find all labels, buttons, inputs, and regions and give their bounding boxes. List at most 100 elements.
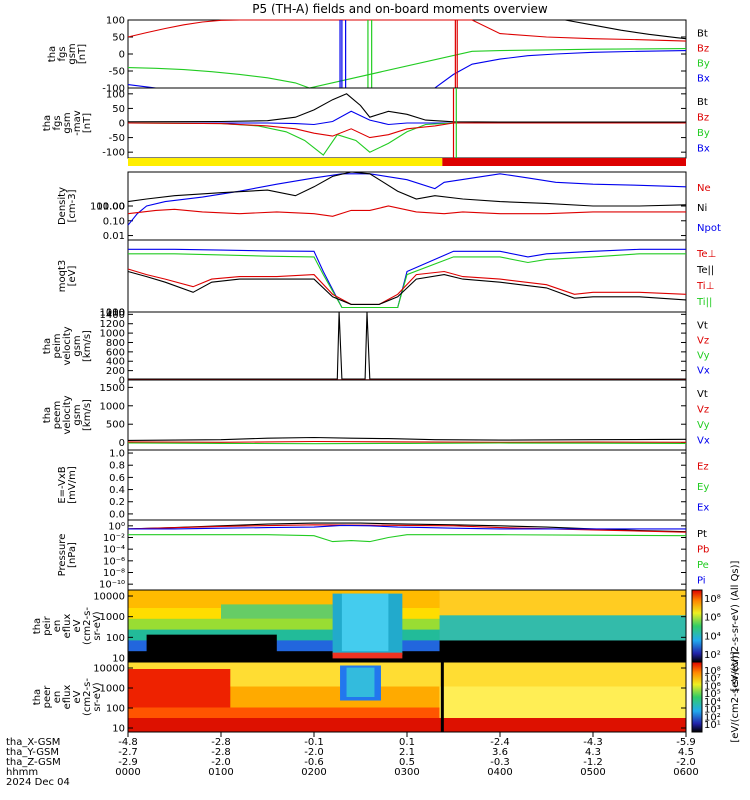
density-ytick-2: 1.00 [103, 202, 125, 213]
efield-frame [127, 449, 687, 521]
density-ytick-3: 0.10 [103, 216, 125, 227]
fgs-series-Bz [127, 19, 687, 42]
footer-value-3-0: 0000 [115, 767, 140, 778]
peim_vel-frame [127, 311, 687, 381]
efield-ylabel-1: [mV/m] [67, 466, 78, 504]
fgs_mav-ytick-1: 50 [112, 104, 125, 115]
pressure-ytick-5: 10⁻¹⁰ [99, 580, 125, 591]
footer-value-2-4: -0.3 [490, 757, 510, 768]
panel-fgs: 100 50 0 -50 -100 tha fgs gsm [nT] Bt Bz By Bx [47, 16, 710, 95]
temp-ytick-2: 10 [112, 308, 125, 319]
peir_eflux-colorbar [691, 589, 703, 663]
density-series-Npot [127, 173, 687, 226]
peir_eflux-ytick-1: 1000 [100, 612, 125, 623]
efield-ytick-4: 0.2 [109, 497, 125, 508]
fgs_mav-series-By [127, 122, 686, 156]
pressure-ylabel-1: [nPa] [67, 542, 78, 568]
density-ylabel-1: [cm-3] [67, 189, 78, 222]
peim_vel-ytick-2: 1000 [100, 329, 125, 340]
peem_vel-ylabel-0: tha [42, 407, 53, 423]
efield-ytick-5: 0.0 [109, 509, 125, 520]
peim_vel-legend-3: Vx [697, 366, 710, 377]
peir_eflux-cb-tick-1: 10⁶ [704, 613, 721, 624]
fgs_mav-ylabel-3: -mav [72, 110, 83, 135]
pressure-legend-2: Pe [697, 560, 709, 571]
footer-value-1-6: 4.5 [678, 747, 694, 758]
peir_eflux-cb-title: [eV/(cm2-s-sr-eV) (All Qs)] [730, 560, 741, 691]
efield-ytick-1: 0.8 [109, 461, 125, 472]
footer-value-0-4: -2.4 [490, 737, 510, 748]
peim_vel-legend-1: Vz [697, 336, 709, 347]
temp-ytick-0: 1000 [100, 308, 125, 319]
peir_eflux-ytick-0: 10000 [93, 592, 125, 603]
efield-legend-2: Ex [697, 503, 709, 514]
pressure-legend-3: Pi [697, 575, 706, 586]
fgs_mav-legend-0: Bt [697, 97, 708, 108]
peim_vel-legend-2: Vy [697, 351, 710, 362]
fgs-ytick-4: -100 [102, 84, 125, 95]
peir_eflux-ylabel-3: eflux [62, 614, 73, 639]
fgs_mav-legend-2: By [697, 128, 710, 139]
footer-value-1-4: 3.6 [492, 747, 508, 758]
peem_vel-ylabel-4: [km/s] [82, 399, 93, 431]
peem_vel-ytick-3: 0 [119, 438, 125, 449]
peir_eflux-ylabel-1: peir [42, 615, 53, 635]
peim_vel-ytick-4: 600 [106, 347, 125, 358]
footer-value-0-2: -0.1 [304, 737, 324, 748]
fgs_mav-ylabel-0: tha [42, 115, 53, 131]
efield-legend-0: Ez [697, 461, 709, 472]
peir_eflux-ylabel-4: eV [72, 619, 83, 632]
peir_eflux-ylabel-0: tha [32, 618, 43, 634]
footer-value-2-6: -2.0 [676, 757, 696, 768]
pressure-ytick-0: 10⁰ [108, 521, 125, 532]
density-ylabel-0: Density [57, 187, 68, 225]
peem_vel-legend-2: Vy [697, 420, 710, 431]
efield-ylabel-0: E=-VxB [57, 466, 68, 503]
peem_vel-legend-3: Vx [697, 435, 710, 446]
fgs-ytick-0: 100 [106, 16, 125, 27]
peer_eflux-ylabel-5: (cm2-s- [82, 678, 93, 716]
peer_eflux-cb-tick-4: 10⁴ [704, 697, 721, 708]
fgs_mav-ylabel-4: [nT] [82, 113, 93, 133]
peim_vel-ytick-6: 200 [106, 366, 125, 377]
figure-title: P5 (TH-A) fields and on-board moments ov… [252, 2, 548, 16]
efield-ytick-0: 1.0 [109, 449, 125, 460]
fgs_mav-ytick-2: 0 [119, 119, 125, 130]
temp-ylabel-0: moqt3 [57, 260, 68, 293]
peem_vel-series-Vz [127, 440, 687, 443]
peir_eflux-ytick-3: 10 [112, 654, 125, 665]
pressure-legend-1: Pb [697, 544, 709, 555]
peim_vel-series-Vt [128, 311, 686, 380]
fgs_mav-ylabel-2: gsm [62, 112, 73, 133]
efield-ytick-3: 0.4 [109, 485, 125, 496]
peim_vel-ylabel-3: gsm [72, 335, 83, 356]
footer-value-2-5: -1.2 [583, 757, 603, 768]
density-legend-2: Npot [697, 223, 721, 234]
peir_eflux-ylabel-6: sr-eV) [92, 611, 103, 640]
peem_vel-ytick-2: 500 [106, 420, 125, 431]
temp-legend-0: Te⊥ [696, 249, 716, 260]
peer_eflux-ylabel-6: sr-eV) [92, 682, 103, 711]
footer-value-2-3: 0.5 [399, 757, 415, 768]
peer_eflux-ylabel-0: tha [32, 689, 43, 705]
temp-series-Ti⊥ [128, 248, 686, 309]
mode-bar-fast [442, 158, 686, 166]
density-ytick-4: 0.01 [103, 231, 125, 242]
peer_eflux-colorbar [691, 661, 703, 733]
peem_vel-ylabel-2: velocity [62, 395, 73, 434]
mode-bar-slow [128, 158, 443, 166]
footer-value-2-2: -0.6 [304, 757, 324, 768]
peer_eflux-spectrogram [128, 662, 686, 732]
peir_eflux-ylabel-5: (cm2-s- [82, 607, 93, 645]
peem_vel-ytick-1: 1000 [100, 401, 125, 412]
peir_eflux-ylabel-2: en [52, 620, 63, 633]
peim_vel-legend-0: Vt [697, 321, 708, 332]
temp-series-Te|| [127, 270, 687, 305]
peer_eflux-ylabel-4: eV [72, 690, 83, 703]
fgs_mav-legend-1: Bz [697, 112, 709, 123]
footer-value-0-5: -4.3 [583, 737, 603, 748]
temp-legend-3: Ti|| [696, 297, 712, 308]
